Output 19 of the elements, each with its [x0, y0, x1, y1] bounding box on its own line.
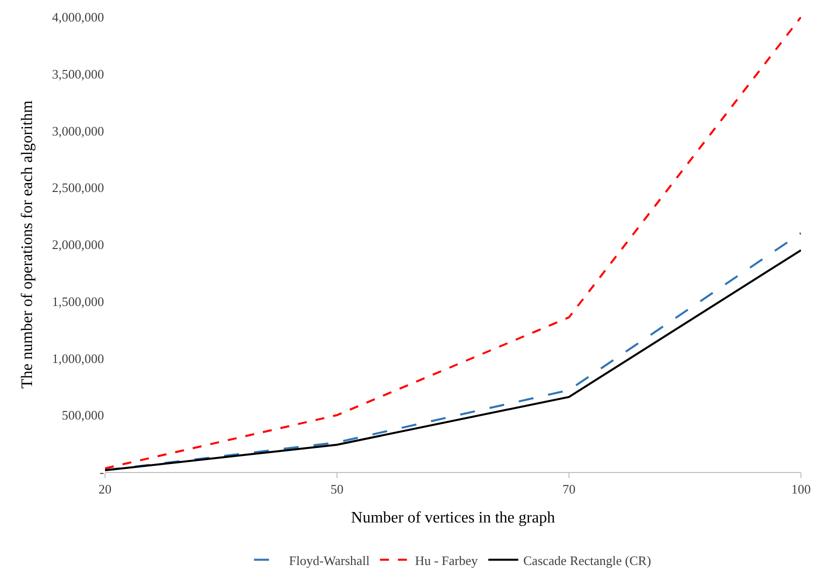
legend-label: Cascade Rectangle (CR) — [523, 552, 652, 568]
line-series — [105, 17, 801, 470]
y-tick-label: 4,000,000 — [52, 10, 104, 25]
x-tick-label: 50 — [330, 482, 344, 497]
y-tick-label: 2,000,000 — [52, 237, 104, 252]
legend-label: Hu - Farbey — [414, 552, 478, 568]
y-tick-label: 3,000,000 — [52, 123, 104, 138]
legend-label: Floyd-Warshall — [289, 552, 370, 568]
x-axis-title: Number of vertices in the graph — [351, 509, 555, 526]
y-tick-label: 1,500,000 — [52, 294, 104, 309]
y-tick-label: - — [100, 464, 104, 480]
y-tick-label: 3,500,000 — [52, 66, 104, 82]
x-tick-label: 100 — [791, 482, 811, 497]
x-tick-label: 20 — [98, 482, 112, 497]
y-tick-label: 2,500,000 — [52, 180, 104, 196]
y-axis-title: The number of operations for each algorithm — [18, 100, 36, 388]
x-tick-label: 70 — [562, 482, 576, 497]
y-tick-label: 1,000,000 — [52, 350, 104, 366]
y-tick-label: 500,000 — [62, 408, 104, 423]
